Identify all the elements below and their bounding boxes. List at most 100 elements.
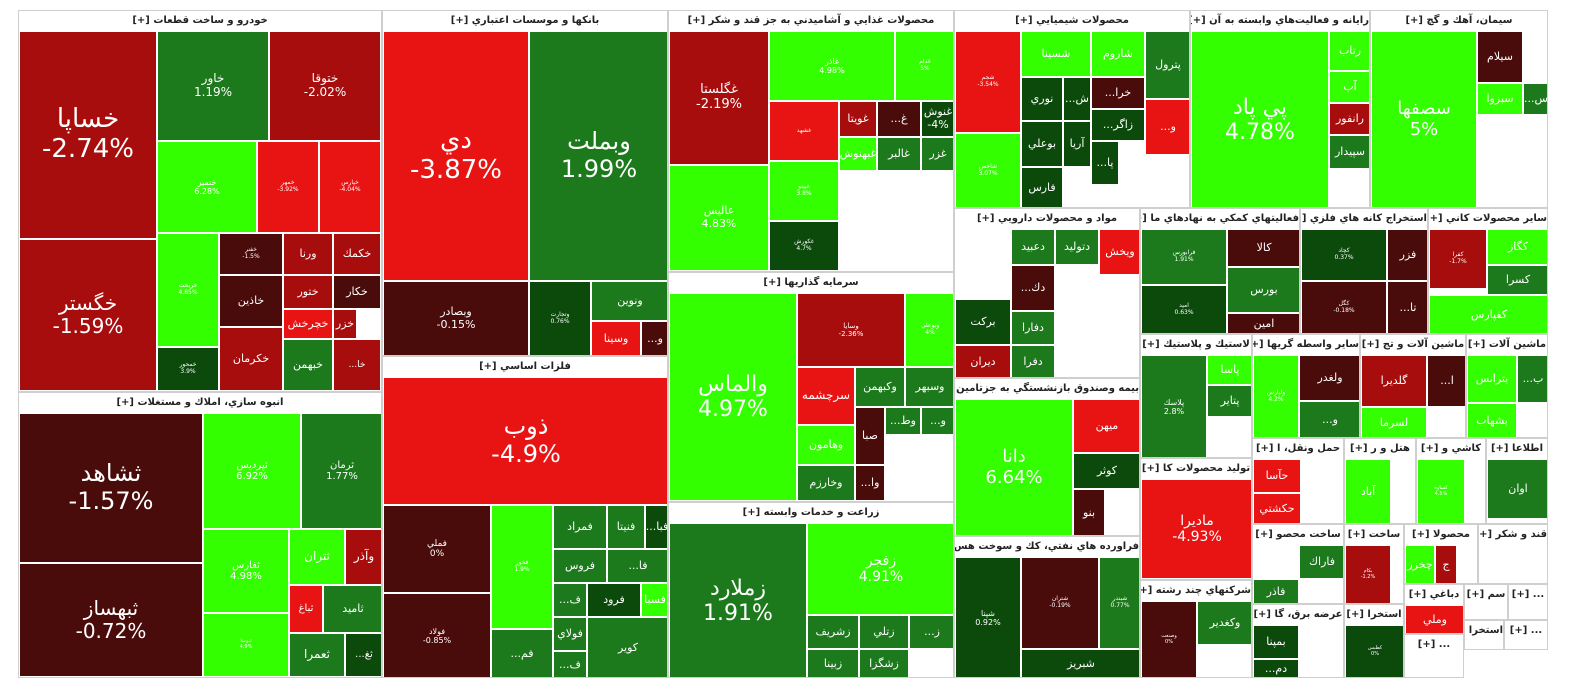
stock-tile[interactable]: حآسا — [1253, 459, 1301, 493]
stock-tile[interactable]: سبزوا — [1477, 83, 1523, 115]
small-stock-cell[interactable] — [1115, 343, 1131, 359]
stock-tile[interactable]: شبريز — [1021, 649, 1139, 677]
small-stock-cell[interactable] — [1221, 421, 1237, 437]
small-stock-cell[interactable] — [1527, 563, 1543, 579]
stock-tile[interactable]: غويتا — [839, 101, 877, 137]
small-stock-cell[interactable] — [1483, 177, 1499, 193]
stock-tile[interactable]: ثغ... — [345, 633, 381, 677]
small-stock-cell[interactable] — [1499, 193, 1515, 207]
small-stock-cell[interactable] — [1351, 177, 1367, 193]
small-stock-cell[interactable] — [1301, 461, 1317, 477]
small-stock-cell[interactable] — [1531, 145, 1547, 161]
small-stock-cell[interactable] — [893, 177, 909, 193]
small-stock-cell[interactable] — [1205, 651, 1221, 667]
stock-tile[interactable]: ز... — [909, 615, 953, 649]
small-stock-cell[interactable] — [1531, 129, 1547, 145]
small-stock-cell[interactable] — [909, 177, 925, 193]
stock-tile[interactable]: ثاميد — [323, 585, 381, 633]
small-stock-cell[interactable] — [1393, 461, 1409, 477]
small-stock-cell[interactable] — [909, 471, 925, 487]
sector-title[interactable]: سرمايه گذاريها [+] — [669, 273, 953, 293]
small-stock-cell[interactable] — [1465, 477, 1481, 493]
sector-title[interactable]: ساير محصولات كاني [+] — [1429, 209, 1547, 229]
small-stock-cell[interactable] — [1531, 33, 1547, 49]
stock-tile[interactable]: چخزر — [1405, 545, 1435, 583]
small-stock-cell[interactable] — [925, 471, 941, 487]
small-stock-cell[interactable] — [1531, 161, 1547, 177]
small-stock-cell[interactable] — [925, 653, 941, 669]
small-stock-cell[interactable] — [1067, 311, 1083, 327]
sector-title[interactable]: محصولا [+] — [1405, 525, 1477, 545]
stock-tile[interactable]: بورس — [1227, 267, 1299, 313]
stock-tile[interactable]: خفنر -1.5% — [219, 233, 283, 275]
stock-tile[interactable]: امين — [1227, 313, 1299, 333]
small-stock-cell[interactable] — [971, 231, 987, 247]
small-stock-cell[interactable] — [1301, 643, 1317, 659]
stock-tile[interactable]: ميهن — [1073, 399, 1139, 453]
small-stock-cell[interactable] — [1499, 145, 1515, 161]
stock-tile[interactable]: بركت — [955, 299, 1011, 345]
stock-tile[interactable]: دعبيد — [1011, 229, 1055, 265]
stock-tile[interactable]: كوثر — [1073, 453, 1139, 489]
sector-title[interactable]: رايانه و فعاليت‌هاي وابسته به آن [+] — [1191, 11, 1369, 31]
small-stock-cell[interactable] — [1083, 359, 1099, 375]
stock-tile[interactable]: ثپرديس 6.92% — [203, 413, 301, 529]
small-stock-cell[interactable] — [909, 455, 925, 471]
small-stock-cell[interactable] — [1317, 579, 1333, 595]
small-stock-cell[interactable] — [1335, 177, 1351, 193]
stock-tile[interactable]: ثنوسا 4.9% — [203, 613, 289, 677]
stock-tile[interactable]: آباد — [1345, 459, 1391, 523]
small-stock-cell[interactable] — [1301, 493, 1317, 509]
small-stock-cell[interactable] — [1067, 327, 1083, 343]
small-stock-cell[interactable] — [1237, 651, 1251, 667]
small-stock-cell[interactable] — [1067, 359, 1083, 375]
stock-tile[interactable]: خزر — [333, 309, 357, 339]
small-stock-cell[interactable] — [893, 241, 909, 257]
stock-tile[interactable]: غبهنوش — [839, 137, 877, 171]
stock-tile[interactable]: شبندر 0.77% — [1099, 557, 1139, 649]
sector-title[interactable]: ماشين آلات و تج [+] — [1361, 335, 1465, 355]
stock-tile[interactable]: فاراك — [1299, 545, 1343, 579]
stock-tile[interactable]: دانا 6.64% — [955, 399, 1073, 535]
stock-tile[interactable]: خكرمان — [219, 327, 283, 391]
stock-tile[interactable]: ديران — [955, 345, 1011, 377]
stock-tile[interactable]: آپ — [1329, 71, 1369, 103]
small-stock-cell[interactable] — [1531, 405, 1547, 421]
stock-tile[interactable]: خا... — [333, 339, 381, 391]
small-stock-cell[interactable] — [1499, 113, 1515, 129]
small-stock-cell[interactable] — [955, 263, 971, 279]
stock-tile[interactable]: سيلام — [1477, 31, 1523, 83]
small-stock-cell[interactable] — [1465, 493, 1481, 509]
stock-tile[interactable]: ولغدر — [1299, 355, 1359, 401]
stock-tile[interactable]: صبا — [855, 407, 885, 465]
small-stock-cell[interactable] — [1083, 311, 1099, 327]
small-stock-cell[interactable] — [987, 279, 1003, 295]
small-stock-cell[interactable] — [1421, 657, 1437, 673]
stock-tile[interactable]: بمپنا — [1253, 625, 1299, 659]
small-stock-cell[interactable] — [1237, 421, 1251, 437]
stock-tile[interactable]: وبوعلي 4% — [905, 293, 953, 367]
stock-tile[interactable]: بوعلي — [1021, 121, 1063, 167]
small-stock-cell[interactable] — [861, 241, 877, 257]
small-stock-cell[interactable] — [1205, 421, 1221, 437]
small-stock-cell[interactable] — [1405, 657, 1421, 673]
stock-tile[interactable]: فزر — [1387, 229, 1427, 281]
small-stock-cell[interactable] — [1131, 161, 1147, 177]
stock-tile[interactable]: گلديرا — [1361, 355, 1427, 407]
sector-title[interactable]: فعاليتهاي كمكي به نهادهاي ما [+] — [1141, 209, 1299, 229]
small-stock-cell[interactable] — [1479, 563, 1495, 579]
small-stock-cell[interactable] — [1301, 477, 1317, 493]
stock-tile[interactable]: س... — [1523, 83, 1547, 115]
small-stock-cell[interactable] — [1115, 497, 1131, 513]
small-stock-cell[interactable] — [845, 177, 861, 193]
stock-tile[interactable]: لسرما — [1361, 407, 1427, 437]
small-stock-cell[interactable] — [845, 209, 861, 225]
small-stock-cell[interactable] — [1067, 177, 1083, 193]
sector-title[interactable]: فلزات اساسي [+] — [383, 357, 667, 377]
small-stock-cell[interactable] — [1221, 651, 1237, 667]
small-stock-cell[interactable] — [909, 487, 925, 501]
small-stock-cell[interactable] — [1083, 295, 1099, 311]
stock-tile[interactable]: ولپارس 4.2% — [1253, 355, 1299, 437]
stock-tile[interactable]: خمحور 3.9% — [157, 347, 219, 391]
small-stock-cell[interactable] — [893, 487, 909, 501]
